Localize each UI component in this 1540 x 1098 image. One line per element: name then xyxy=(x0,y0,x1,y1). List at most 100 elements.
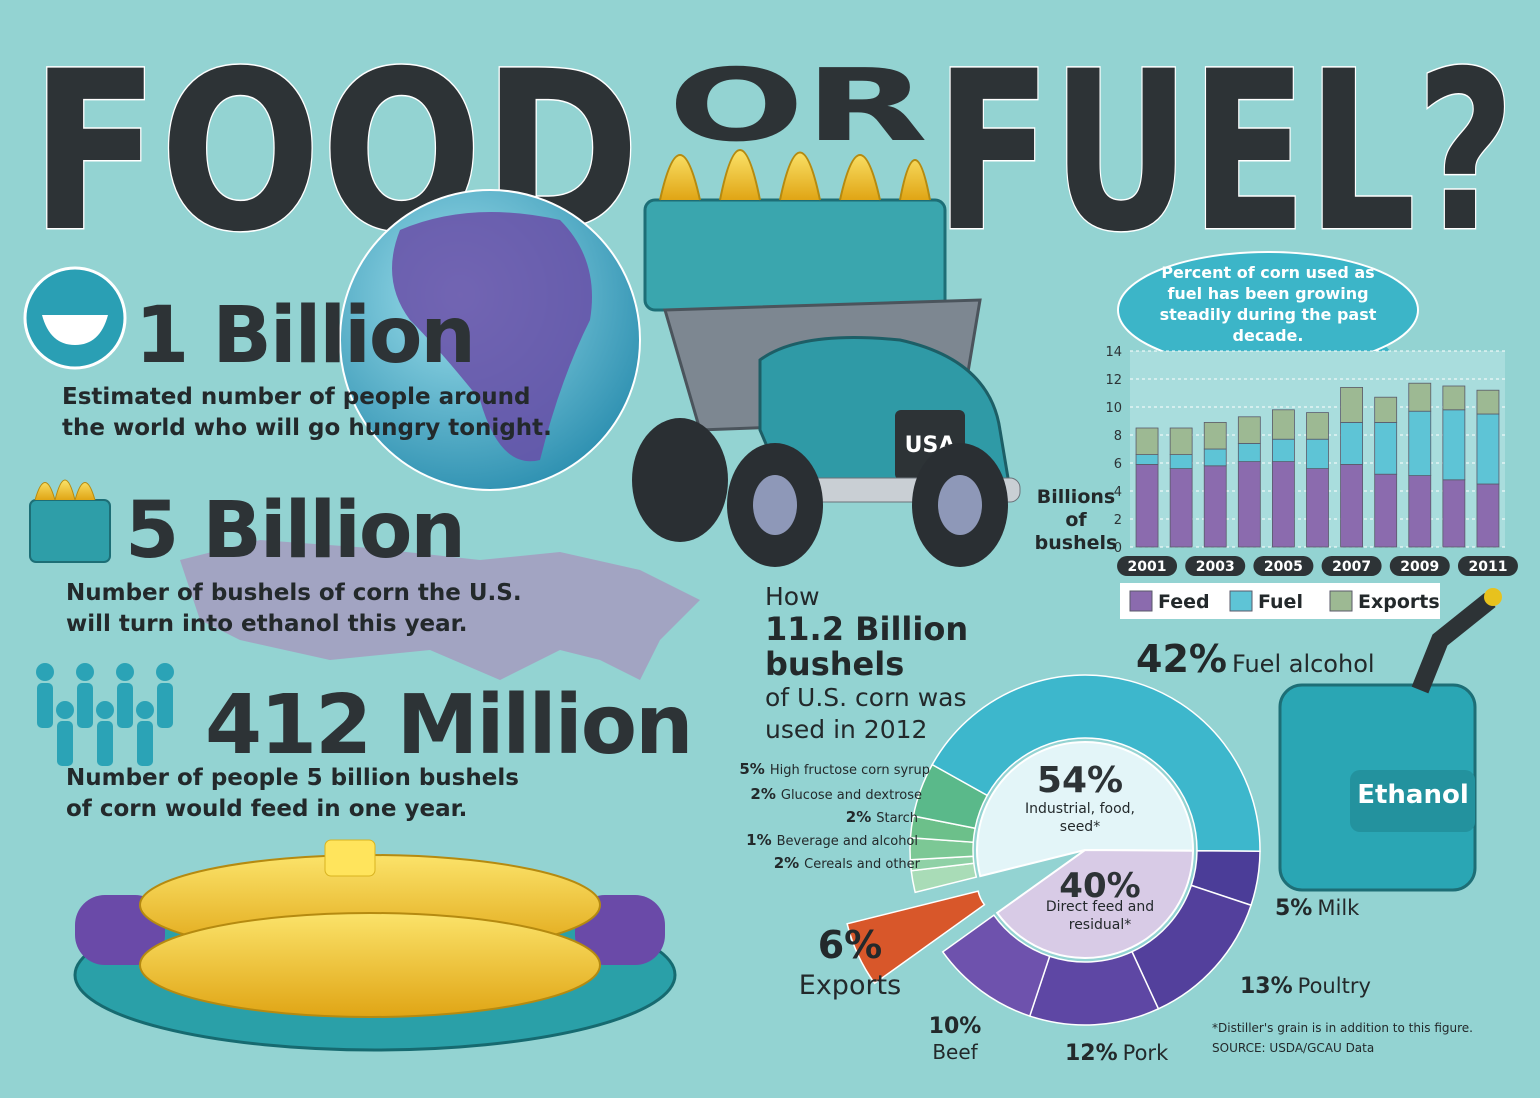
pie-segment xyxy=(941,914,1051,1017)
bowl-icon xyxy=(42,315,108,345)
legend-box xyxy=(1120,583,1440,619)
group-value: 40% xyxy=(1059,866,1140,906)
pie-title-line: bushels xyxy=(765,645,904,683)
bar-segment xyxy=(1408,475,1432,548)
bar-segment xyxy=(1374,396,1398,423)
segment-value: 5% xyxy=(739,760,764,778)
segment-label: 1% Beverage and alcohol xyxy=(746,831,918,849)
spout xyxy=(1411,592,1496,694)
bar-segment xyxy=(1272,409,1295,440)
segment-label: 2% Starch xyxy=(846,808,918,826)
bar-segment xyxy=(1272,461,1295,548)
bar-segment xyxy=(1442,409,1466,481)
segment-value: 2% xyxy=(774,854,799,872)
bar-segment xyxy=(1306,438,1329,470)
segment-value: 13% xyxy=(1240,974,1293,999)
bar-segment xyxy=(1135,454,1159,465)
segment-value: 2% xyxy=(846,808,871,826)
pie-title-line: of U.S. corn was used in 2012 xyxy=(765,683,967,744)
hubcap xyxy=(938,475,982,535)
corn-ears xyxy=(659,149,931,201)
annotation: Percent of corn used as fuel has been gr… xyxy=(1159,263,1377,345)
y-tick-label: 2 xyxy=(1114,513,1122,528)
pie-segment xyxy=(846,890,986,985)
x-tick-label: 2011 xyxy=(1468,559,1507,575)
segment-name: High fructose corn syrup xyxy=(770,763,930,778)
butter xyxy=(324,839,376,877)
pie-segment xyxy=(931,674,1261,852)
bar-segment xyxy=(1442,479,1466,548)
note: *Distiller's grain is in addition to thi… xyxy=(1212,1021,1473,1035)
x-tick-label: 2007 xyxy=(1332,559,1371,575)
y-tick-label: 12 xyxy=(1105,373,1122,388)
x-tick-label: 2001 xyxy=(1128,559,1167,575)
legend-label: Exports xyxy=(1358,591,1440,613)
segment-name: Starch xyxy=(876,811,918,826)
stat-text: Number of people 5 billion bushels of co… xyxy=(66,765,519,822)
stat-text: Estimated number of people around the wo… xyxy=(62,384,552,441)
corn-cob xyxy=(139,912,601,1018)
bar-segment xyxy=(1203,448,1227,467)
title-word: FUEL? xyxy=(935,24,1515,280)
bar-segment xyxy=(1442,385,1466,411)
title-word: OR xyxy=(668,47,928,164)
bar-segment xyxy=(1476,413,1500,485)
segment-name: Beef xyxy=(932,1040,978,1064)
bar-segment xyxy=(1306,412,1329,440)
segment-label: 2% Glucose and dextrose xyxy=(750,785,922,803)
y-tick-label: 8 xyxy=(1114,429,1122,444)
bar-segment xyxy=(1476,389,1500,415)
pie-title-line: How xyxy=(765,582,820,611)
bar-segment xyxy=(1306,468,1329,548)
segment-label: 42% Fuel alcohol xyxy=(1136,637,1375,681)
bar-segment xyxy=(1169,454,1193,470)
bar-segment xyxy=(1135,427,1159,456)
segment-name: Milk xyxy=(1317,896,1360,920)
group-segment xyxy=(995,848,1195,960)
segment-label: 12% Pork xyxy=(1065,1041,1169,1066)
x-tick-label: 2005 xyxy=(1264,559,1303,575)
y-tick-label: 4 xyxy=(1114,485,1122,500)
segment-name: Beverage and alcohol xyxy=(777,834,918,849)
stat-number: 412 Million xyxy=(205,678,693,773)
can-panel xyxy=(1350,770,1475,832)
source: SOURCE: USDA/GCAU Data xyxy=(1212,1041,1374,1055)
y-tick-label: 6 xyxy=(1114,457,1122,472)
title-word: FOOD xyxy=(30,24,640,280)
segment-name: Fuel alcohol xyxy=(1232,650,1375,678)
corn-icon xyxy=(34,479,96,501)
bar-segment xyxy=(1340,463,1363,548)
y-axis-label: Billions of bushels xyxy=(1034,486,1118,554)
basket-icon xyxy=(29,499,111,563)
y-tick-label: 14 xyxy=(1105,345,1122,360)
bar-segment xyxy=(1272,438,1295,463)
x-tick-pill xyxy=(1321,556,1382,576)
people-icon xyxy=(36,663,174,766)
bar-segment xyxy=(1237,442,1261,462)
legend-swatch xyxy=(1229,590,1253,612)
segment-label: 5% Milk xyxy=(1275,896,1360,921)
segment-name: Exports xyxy=(799,970,901,1001)
segment-label: 5% High fructose corn syrup xyxy=(739,760,930,778)
group-name: Industrial, food, seed* xyxy=(1025,801,1135,835)
bar-segment xyxy=(1135,463,1159,548)
stat-number: 1 Billion xyxy=(135,291,476,381)
group-segment xyxy=(976,741,1195,878)
x-tick-label: 2003 xyxy=(1196,559,1235,575)
bar-segment xyxy=(1340,421,1363,465)
us-map xyxy=(180,540,700,680)
y-tick-label: 10 xyxy=(1105,401,1122,416)
segment-name: Poultry xyxy=(1298,974,1371,998)
stat-number: 5 Billion xyxy=(125,486,466,576)
segment-value: 5% xyxy=(1275,896,1312,921)
x-tick-pill xyxy=(1253,556,1314,576)
wheel xyxy=(632,418,728,542)
legend-swatch xyxy=(1129,590,1153,612)
segment-label: 13% Poultry xyxy=(1240,974,1371,999)
x-tick-label: 2009 xyxy=(1400,559,1439,575)
legend-label: Fuel xyxy=(1258,591,1303,613)
x-tick-pill xyxy=(1457,556,1518,576)
bar-segment xyxy=(1169,468,1193,548)
globe-continent xyxy=(392,212,592,462)
